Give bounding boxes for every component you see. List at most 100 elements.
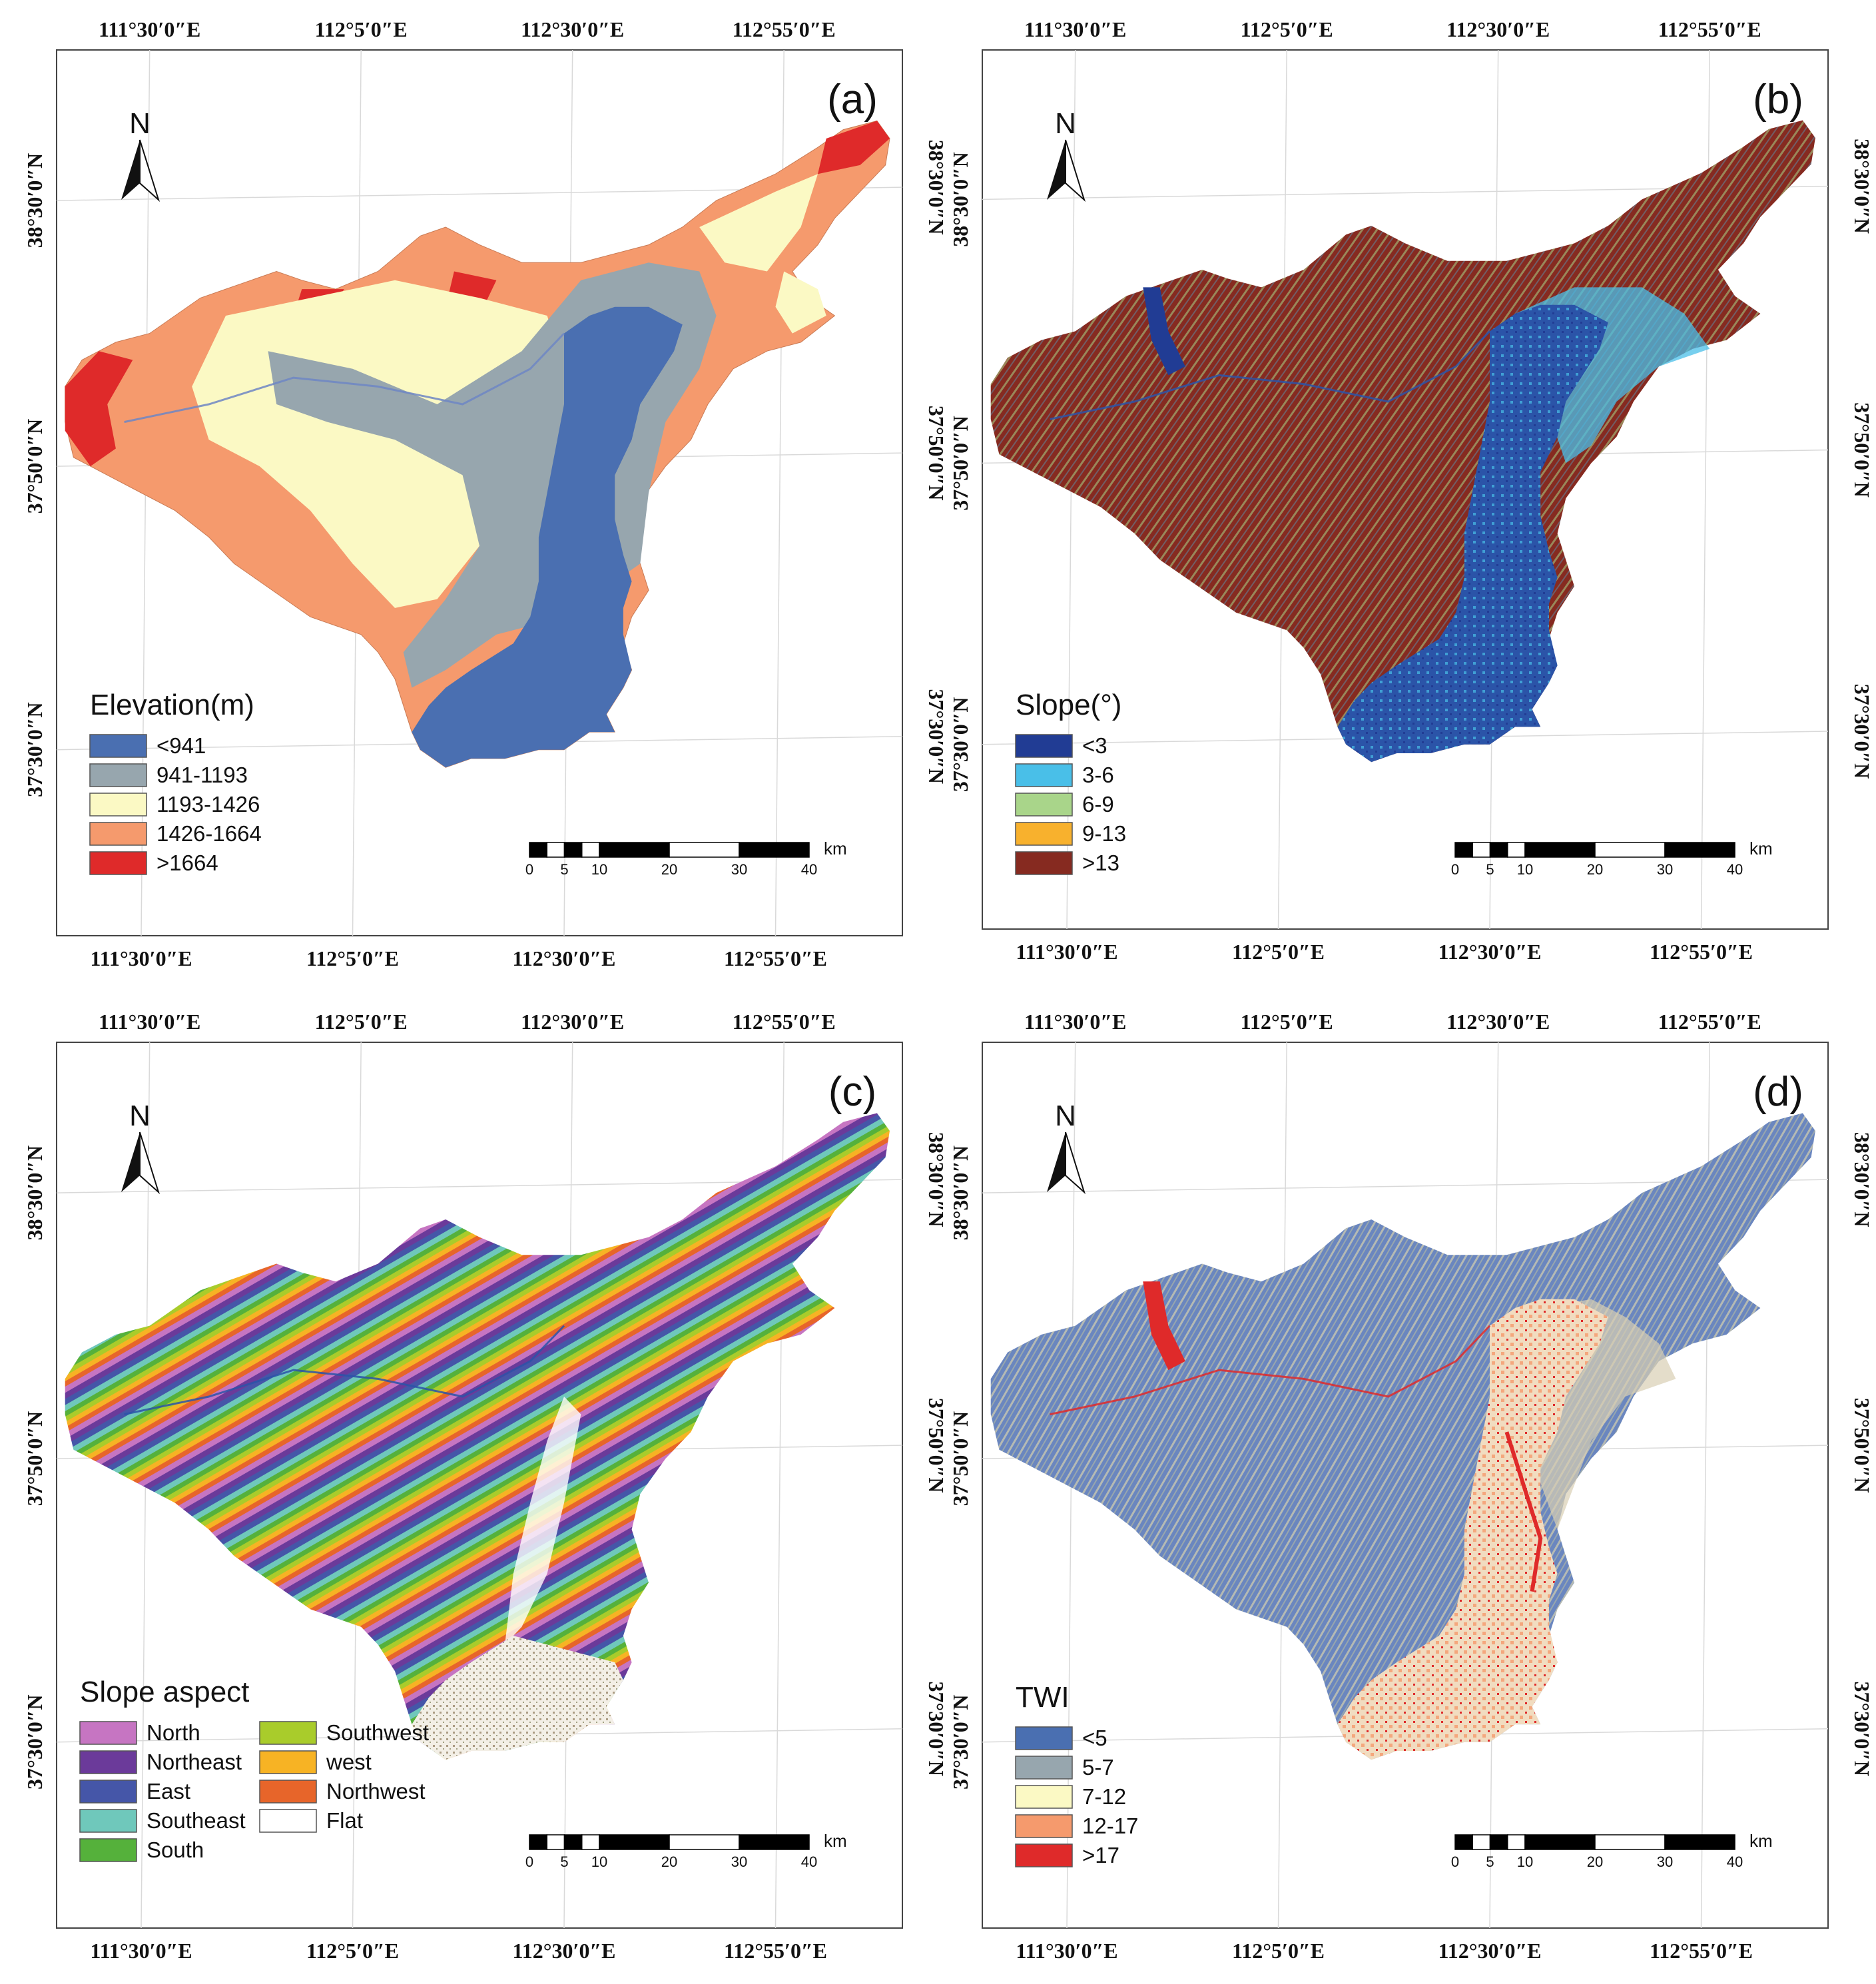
legend-swatch xyxy=(89,793,147,817)
lat-label-right: 37°50′0″N xyxy=(1850,1398,1874,1493)
legend-item-label: 3-6 xyxy=(1082,763,1114,787)
scale-bar-tick-label: 20 xyxy=(1587,1853,1603,1870)
legend-title: TWI xyxy=(1016,1681,1070,1714)
legend-item-label: 7-12 xyxy=(1082,1784,1126,1809)
lat-label-right: 37°50′0″N xyxy=(1850,402,1874,497)
north-arrow-label: N xyxy=(1055,107,1076,140)
lat-label-left: 37°30′0″N xyxy=(23,1694,47,1790)
lat-label-right: 38°30′0″N xyxy=(1850,1132,1874,1227)
legend: Slope(°) <3 3-6 6-9 9-13 >13 xyxy=(1015,689,1126,875)
lon-label-bottom: 112°30′0″E xyxy=(512,946,615,970)
lat-label-left: 37°50′0″N xyxy=(948,1411,972,1506)
scale-bar-tick-label: 5 xyxy=(560,1853,568,1870)
scale-bar-tick-label: 10 xyxy=(591,1853,607,1870)
legend-title: Elevation(m) xyxy=(90,689,254,721)
north-arrow-icon xyxy=(1047,1132,1066,1192)
scale-bar: 0 5 10 20 30 40 km xyxy=(525,1831,847,1870)
basin-map xyxy=(65,1113,890,1760)
lon-label-top: 112°5′0″E xyxy=(315,17,408,41)
panel-label: (c) xyxy=(828,1069,876,1115)
map-panel-d: (d) N 111°30′0″E 111°30′0″E 112°5′0″E 112°5′0… xyxy=(948,1010,1874,1963)
panel-label: (d) xyxy=(1753,1069,1803,1115)
legend-swatch xyxy=(259,1809,317,1833)
scale-bar-tick-label: 0 xyxy=(525,1853,533,1870)
legend-item-label: Northeast xyxy=(147,1750,242,1774)
legend-swatch xyxy=(1015,1756,1073,1780)
scale-bar-unit: km xyxy=(824,838,847,858)
lon-label-top: 112°30′0″E xyxy=(521,17,624,41)
scale-bar-tick-label: 30 xyxy=(1657,861,1673,878)
legend-swatch xyxy=(1015,763,1073,787)
lon-label-bottom: 111°30′0″E xyxy=(90,1939,192,1963)
lat-label-right: 38°30′0″N xyxy=(924,140,948,235)
legend-swatch xyxy=(89,763,147,787)
scale-bar-tick-label: 20 xyxy=(1587,861,1603,878)
scale-bar-tick-label: 0 xyxy=(1451,861,1459,878)
map-panel-a: (a) N 111°30′0″E 111°30′0″E 112°5′0″E 112°5′0… xyxy=(23,17,948,970)
lon-label-top: 112°55′0″E xyxy=(1658,1010,1761,1034)
lon-label-top: 112°5′0″E xyxy=(315,1010,408,1034)
legend-item-label: 9-13 xyxy=(1082,821,1126,846)
north-arrow-icon xyxy=(121,1132,140,1192)
lat-label-right: 38°30′0″N xyxy=(924,1132,948,1227)
legend-swatch xyxy=(259,1780,317,1804)
scale-bar-unit: km xyxy=(824,1831,847,1851)
lon-label-top: 112°30′0″E xyxy=(1446,17,1550,41)
legend-swatch xyxy=(1015,1726,1073,1750)
scale-bar-tick-label: 10 xyxy=(1517,1853,1533,1870)
lat-label-right: 37°30′0″N xyxy=(1850,1681,1874,1776)
lon-label-bottom: 112°30′0″E xyxy=(512,1939,615,1963)
scale-bar-tick-label: 40 xyxy=(801,1853,817,1870)
river-line xyxy=(124,1325,565,1416)
lon-label-top: 111°30′0″E xyxy=(99,17,200,41)
legend-swatch xyxy=(79,1838,137,1862)
legend-swatch xyxy=(1015,1785,1073,1809)
legend-item-label: <5 xyxy=(1082,1726,1107,1750)
scale-bar-tick-label: 5 xyxy=(1486,1853,1494,1870)
north-arrow: N xyxy=(121,107,160,202)
scale-bar-tick-label: 10 xyxy=(1517,861,1533,878)
lon-label-top: 112°5′0″E xyxy=(1241,1010,1333,1034)
lat-label-left: 37°30′0″N xyxy=(948,1694,972,1790)
legend-item-label: 1426-1664 xyxy=(156,821,262,846)
legend-item-label: 941-1193 xyxy=(156,763,248,787)
legend-swatch xyxy=(1015,822,1073,846)
lon-label-top: 112°30′0″E xyxy=(521,1010,624,1034)
basin-map xyxy=(990,1113,1815,1760)
lon-label-bottom: 112°55′0″E xyxy=(724,1939,827,1963)
lon-label-bottom: 112°5′0″E xyxy=(306,946,399,970)
north-arrow: N xyxy=(1047,1100,1086,1195)
legend-item-label: Southwest xyxy=(326,1720,429,1745)
lon-label-top: 112°55′0″E xyxy=(733,17,836,41)
legend-swatch xyxy=(79,1750,137,1774)
legend-swatch xyxy=(89,734,147,758)
lon-label-bottom: 112°5′0″E xyxy=(1232,1939,1325,1963)
lat-label-right: 37°50′0″N xyxy=(924,1398,948,1493)
legend-item-label: Northwest xyxy=(326,1779,426,1804)
legend-item-label: west xyxy=(326,1750,372,1774)
scale-bar-tick-label: 40 xyxy=(801,861,817,878)
lat-label-left: 37°50′0″N xyxy=(23,1411,47,1506)
scale-bar: 0 5 10 20 30 40 km xyxy=(525,838,847,878)
legend-item-label: 1193-1426 xyxy=(156,792,260,817)
lat-label-right: 38°30′0″N xyxy=(1850,139,1874,234)
legend-swatch xyxy=(259,1721,317,1745)
legend-swatch xyxy=(1015,1843,1073,1867)
lon-label-bottom: 112°55′0″E xyxy=(1650,1939,1753,1963)
north-arrow-label: N xyxy=(129,107,151,140)
legend-swatch xyxy=(79,1780,137,1804)
north-arrow-icon xyxy=(121,140,140,200)
scale-bar-tick-label: 0 xyxy=(525,861,533,878)
legend-swatch xyxy=(89,822,147,846)
legend-item-label: 12-17 xyxy=(1082,1814,1138,1838)
lon-label-top: 112°5′0″E xyxy=(1241,17,1333,41)
north-arrow-icon xyxy=(1047,140,1066,200)
legend-item-label: >13 xyxy=(1082,850,1119,875)
legend-item-label: >1664 xyxy=(156,850,218,875)
lat-label-left: 38°30′0″N xyxy=(23,153,47,248)
legend-swatch xyxy=(1015,793,1073,817)
scale-bar-tick-label: 40 xyxy=(1727,861,1743,878)
lon-label-top: 111°30′0″E xyxy=(1024,17,1126,41)
legend-item-label: East xyxy=(147,1779,190,1804)
